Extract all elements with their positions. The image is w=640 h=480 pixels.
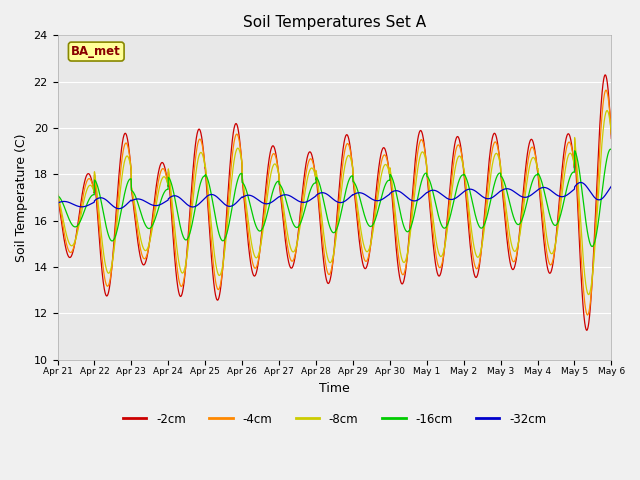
- Line: -32cm: -32cm: [58, 182, 611, 209]
- -4cm: [607, 131, 615, 137]
- -4cm: [584, 312, 591, 318]
- -32cm: [54, 200, 61, 206]
- -8cm: [574, 175, 582, 181]
- -32cm: [559, 194, 566, 200]
- -4cm: [208, 246, 216, 252]
- -8cm: [603, 108, 611, 113]
- -16cm: [351, 180, 358, 186]
- X-axis label: Time: Time: [319, 382, 350, 395]
- -16cm: [495, 170, 503, 176]
- -8cm: [559, 188, 566, 194]
- Line: -4cm: -4cm: [58, 90, 611, 315]
- -4cm: [602, 87, 610, 93]
- Legend: -2cm, -4cm, -8cm, -16cm, -32cm: -2cm, -4cm, -8cm, -16cm, -32cm: [118, 408, 551, 431]
- -16cm: [208, 195, 216, 201]
- -16cm: [588, 244, 596, 250]
- -2cm: [583, 327, 591, 333]
- -8cm: [585, 292, 593, 298]
- -32cm: [496, 189, 504, 194]
- Title: Soil Temperatures Set A: Soil Temperatures Set A: [243, 15, 426, 30]
- -32cm: [607, 183, 615, 189]
- -8cm: [362, 249, 370, 254]
- Line: -2cm: -2cm: [58, 75, 611, 330]
- Line: -8cm: -8cm: [58, 110, 611, 295]
- -8cm: [208, 228, 216, 234]
- -8cm: [54, 191, 61, 197]
- -16cm: [607, 147, 615, 153]
- -16cm: [574, 158, 582, 164]
- -32cm: [574, 180, 582, 186]
- -2cm: [607, 135, 615, 141]
- -4cm: [574, 190, 582, 196]
- -8cm: [351, 181, 358, 187]
- -8cm: [607, 131, 615, 137]
- -4cm: [559, 175, 566, 180]
- Y-axis label: Soil Temperature (C): Soil Temperature (C): [15, 133, 28, 262]
- -32cm: [351, 191, 358, 197]
- -8cm: [495, 157, 503, 163]
- -2cm: [602, 72, 609, 78]
- -16cm: [559, 205, 566, 211]
- -32cm: [209, 192, 216, 197]
- Line: -16cm: -16cm: [58, 149, 611, 247]
- -32cm: [115, 206, 123, 212]
- -4cm: [362, 258, 370, 264]
- -4cm: [54, 191, 61, 197]
- -2cm: [351, 189, 358, 195]
- Text: BA_met: BA_met: [72, 45, 121, 58]
- -4cm: [351, 184, 358, 190]
- -2cm: [208, 261, 216, 266]
- -2cm: [574, 205, 582, 211]
- -2cm: [495, 153, 503, 159]
- -16cm: [54, 193, 61, 199]
- -16cm: [607, 146, 614, 152]
- -16cm: [362, 218, 370, 224]
- -4cm: [495, 153, 503, 159]
- -2cm: [362, 264, 370, 270]
- -32cm: [577, 180, 584, 185]
- -2cm: [559, 163, 566, 169]
- -32cm: [363, 192, 371, 198]
- -2cm: [54, 192, 61, 198]
